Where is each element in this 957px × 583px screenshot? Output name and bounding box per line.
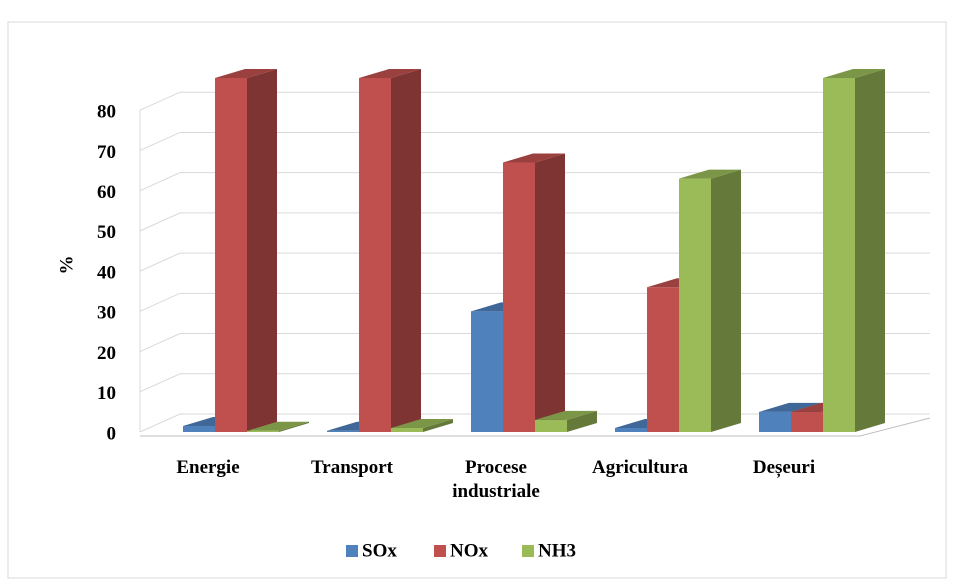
- bar-front: [823, 78, 855, 433]
- y-tick-label: 20: [97, 343, 116, 364]
- bar-front: [503, 162, 535, 432]
- y-tick-label: 40: [97, 262, 116, 283]
- x-tick-label: Agricultura: [591, 457, 689, 478]
- grid-line: [139, 131, 930, 151]
- bar-side: [855, 69, 885, 433]
- floor-edge: [859, 417, 931, 437]
- bar-front: [471, 311, 503, 432]
- bar-top: [535, 410, 597, 420]
- bar-front: [647, 287, 679, 432]
- bar-front: [215, 78, 247, 433]
- y-tick-label: 10: [97, 383, 116, 404]
- bar-side: [279, 421, 309, 432]
- bar: [535, 410, 597, 432]
- bar-front: [615, 427, 647, 432]
- bar-front: [391, 427, 423, 432]
- bar-top: [391, 418, 453, 428]
- bar-front: [327, 430, 359, 432]
- y-tick-label: 0: [107, 423, 117, 444]
- bar-front: [535, 419, 567, 432]
- legend-label: SOx: [362, 540, 397, 561]
- bar-side: [535, 153, 565, 432]
- legend-swatch: [522, 545, 534, 557]
- grid-line: [139, 91, 930, 111]
- bar-front: [791, 411, 823, 432]
- bar-top: [215, 69, 277, 79]
- bar: [679, 169, 741, 432]
- grid-line: [139, 172, 930, 192]
- bar-top: [359, 69, 421, 79]
- bar-front: [679, 178, 711, 432]
- bar: [247, 421, 309, 432]
- x-tick-label: Procese industriale: [452, 457, 540, 502]
- x-tick-label: Transport: [311, 457, 393, 478]
- bar-top: [679, 169, 741, 179]
- bar-top: [503, 153, 565, 163]
- bar: [391, 418, 453, 432]
- legend-swatch: [346, 545, 358, 557]
- x-tick-label: Deșeuri: [752, 457, 816, 478]
- bar-top: [823, 69, 885, 79]
- bar-front: [759, 411, 791, 432]
- bar-top: [247, 421, 309, 431]
- legend-swatch: [434, 545, 446, 557]
- legend-label: NOx: [450, 540, 489, 561]
- bar-side: [391, 69, 421, 433]
- bar: [823, 69, 885, 433]
- bar-side: [423, 418, 453, 432]
- bar-top: [759, 402, 821, 412]
- bar-front: [183, 425, 215, 432]
- bar: [359, 69, 421, 433]
- bar-front: [359, 78, 391, 433]
- y-tick-label: 30: [97, 303, 116, 324]
- bar-side: [247, 69, 277, 433]
- y-tick-label: 60: [97, 182, 116, 203]
- bar-side: [567, 410, 597, 432]
- bar-side: [711, 169, 741, 432]
- y-axis-title: %: [56, 256, 77, 275]
- x-tick-label: Energie: [176, 457, 240, 478]
- bar: [503, 153, 565, 432]
- y-tick-label: 80: [97, 102, 116, 123]
- bar-front: [247, 430, 279, 432]
- legend-label: NH3: [538, 540, 576, 561]
- y-tick-label: 50: [97, 222, 116, 243]
- y-tick-label: 70: [97, 142, 116, 163]
- bar: [215, 69, 277, 433]
